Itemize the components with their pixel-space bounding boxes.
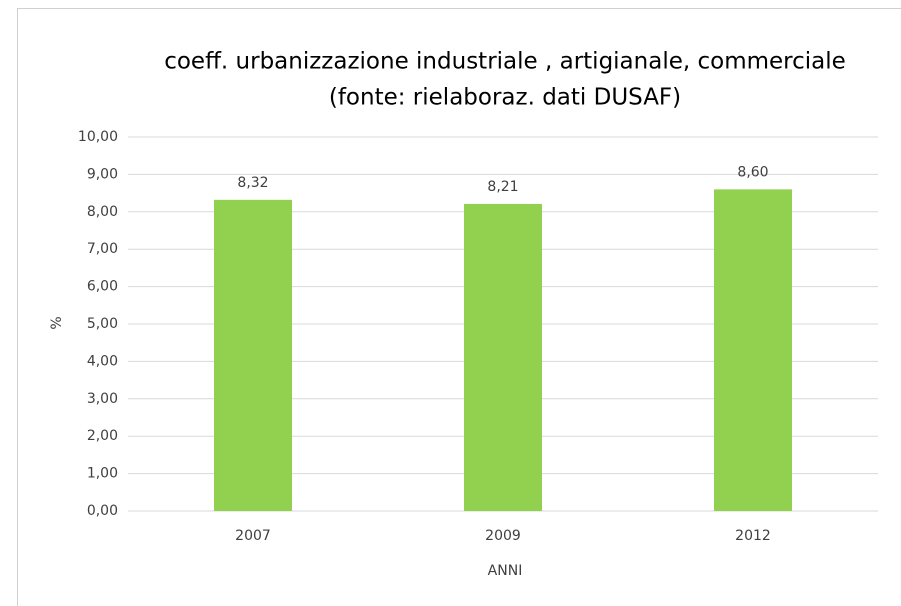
y-tick-label: 1,00 — [87, 466, 118, 482]
y-tick-label: 10,00 — [78, 129, 118, 145]
y-tick-label: 7,00 — [87, 241, 118, 257]
y-tick-label: 4,00 — [87, 353, 118, 369]
x-axis-label: ANNI — [488, 563, 523, 579]
x-tick-label: 2007 — [235, 528, 271, 544]
data-label: 8,60 — [737, 164, 768, 180]
x-tick-label: 2009 — [485, 528, 521, 544]
y-tick-label: 2,00 — [87, 428, 118, 444]
y-tick-label: 5,00 — [87, 316, 118, 332]
y-tick-label: 9,00 — [87, 166, 118, 182]
y-axis-label: % — [49, 316, 65, 329]
chart-title: coeff. urbanizzazione industriale , arti… — [164, 49, 846, 75]
y-tick-label: 3,00 — [87, 391, 118, 407]
y-tick-label: 6,00 — [87, 279, 118, 295]
y-tick-label: 8,00 — [87, 204, 118, 220]
bar — [714, 189, 792, 512]
bar — [464, 203, 542, 512]
data-label: 8,32 — [237, 175, 268, 191]
x-tick-label: 2012 — [735, 528, 771, 544]
chart-title: (fonte: rielaboraz. dati DUSAF) — [329, 85, 681, 111]
data-label: 8,21 — [487, 179, 518, 195]
y-tick-label: 0,00 — [87, 503, 118, 519]
bar — [214, 199, 292, 511]
